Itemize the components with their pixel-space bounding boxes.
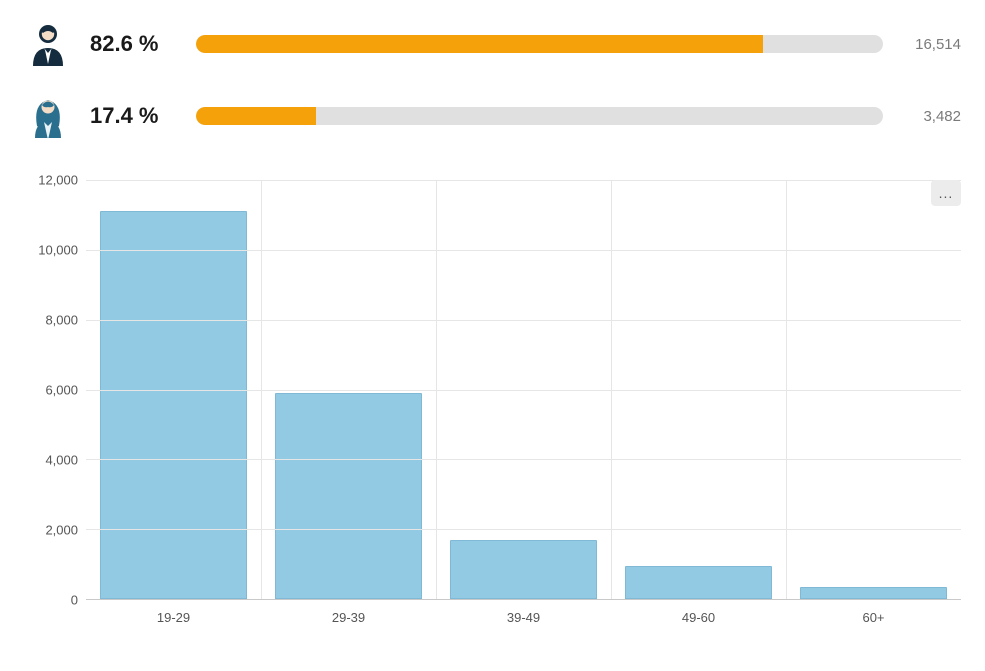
- x-tick-label: 19-29: [86, 610, 261, 625]
- gridline-horizontal: [86, 180, 961, 181]
- male-progress-track: [196, 35, 883, 53]
- y-tick-label: 10,000: [38, 242, 78, 257]
- gridline-horizontal: [86, 320, 961, 321]
- male-icon: [24, 20, 72, 68]
- y-tick-label: 6,000: [45, 383, 78, 398]
- female-progress-track: [196, 107, 883, 125]
- x-tick-label: 39-49: [436, 610, 611, 625]
- gender-row-male: 82.6 % 16,514: [24, 20, 961, 68]
- gridline-vertical: [786, 180, 787, 599]
- male-count: 16,514: [901, 36, 961, 53]
- chart-menu-button[interactable]: ...: [931, 180, 961, 206]
- female-icon: [24, 92, 72, 140]
- gridline-vertical: [261, 180, 262, 599]
- age-chart: ... 02,0004,0006,0008,00010,00012,000 19…: [24, 180, 961, 625]
- gridline-horizontal: [86, 390, 961, 391]
- gridline-horizontal: [86, 250, 961, 251]
- x-axis: 19-2929-3939-4949-6060+: [86, 610, 961, 625]
- y-tick-label: 2,000: [45, 523, 78, 538]
- gridline-horizontal: [86, 529, 961, 530]
- gridline-vertical: [436, 180, 437, 599]
- y-tick-label: 0: [71, 593, 78, 608]
- x-tick-label: 49-60: [611, 610, 786, 625]
- x-tick-label: 60+: [786, 610, 961, 625]
- male-percent: 82.6 %: [90, 31, 178, 57]
- y-tick-label: 12,000: [38, 173, 78, 188]
- y-tick-label: 8,000: [45, 312, 78, 327]
- y-tick-label: 4,000: [45, 452, 78, 467]
- bar: [100, 211, 247, 599]
- gridline-horizontal: [86, 459, 961, 460]
- bar: [625, 566, 772, 599]
- x-tick-label: 29-39: [261, 610, 436, 625]
- plot-area: [86, 180, 961, 600]
- gridline-vertical: [611, 180, 612, 599]
- male-progress-fill: [196, 35, 763, 53]
- female-count: 3,482: [901, 108, 961, 125]
- female-percent: 17.4 %: [90, 103, 178, 129]
- bar: [800, 587, 947, 599]
- bar: [275, 393, 422, 599]
- bar: [450, 540, 597, 599]
- female-progress-fill: [196, 107, 316, 125]
- y-axis: 02,0004,0006,0008,00010,00012,000: [24, 180, 86, 600]
- gender-row-female: 17.4 % 3,482: [24, 92, 961, 140]
